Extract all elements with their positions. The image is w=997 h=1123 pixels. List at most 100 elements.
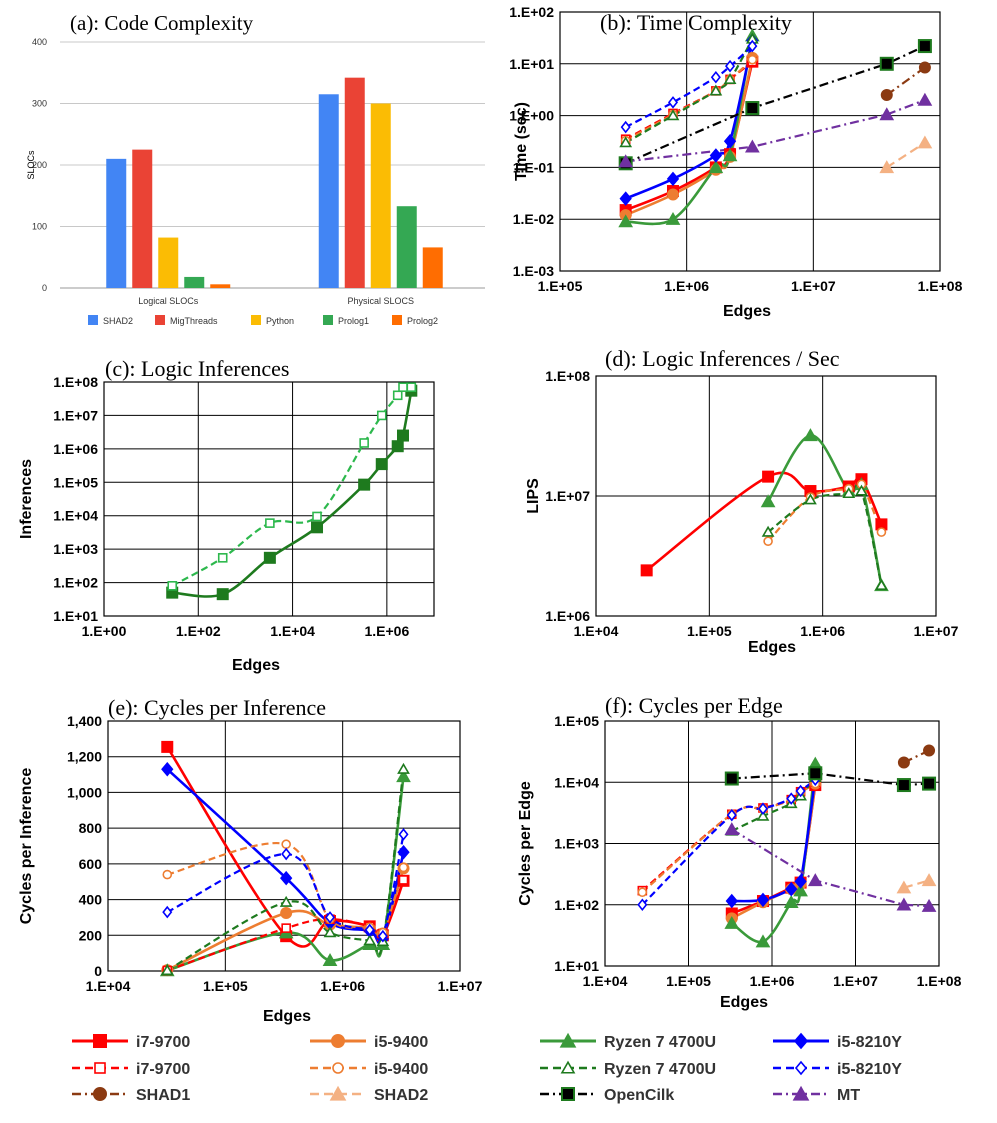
- legend-label: i7-9700: [136, 1061, 190, 1078]
- legend-label: Ryzen 7 4700U: [604, 1034, 716, 1051]
- data-point: [280, 906, 293, 919]
- chart-title: (d): Logic Inferences / Sec: [605, 346, 840, 371]
- legend: i7-9700 i5-9400 Ryzen 7 4700U i5-8210Y i7-97…: [72, 1032, 902, 1104]
- data-point: [666, 109, 680, 121]
- legend-label: Ryzen 7 4700U: [604, 1061, 716, 1078]
- data-point: [619, 136, 633, 148]
- legend-marker: [94, 1062, 106, 1074]
- data-point: [785, 881, 798, 897]
- legend-label: OpenCilk: [604, 1087, 674, 1104]
- data-point: [744, 139, 760, 153]
- data-point: [724, 822, 740, 836]
- data-point: [879, 56, 894, 71]
- data-point: [217, 553, 228, 563]
- data-point: [618, 154, 634, 168]
- series-line: [166, 769, 405, 971]
- data-point: [918, 61, 931, 74]
- data-point: [756, 809, 770, 821]
- x-tick-label: 1.E+04: [86, 978, 131, 994]
- data-point: [880, 88, 893, 101]
- y-tick-label: 1.E+05: [53, 474, 98, 490]
- y-tick-label: 0: [42, 283, 47, 293]
- data-point: [917, 39, 932, 54]
- series-line: [731, 772, 930, 787]
- y-tick-label: 0: [94, 963, 102, 979]
- data-point: [619, 191, 632, 206]
- bar: [422, 247, 443, 288]
- series-layer: [171, 385, 413, 598]
- bar: [158, 237, 179, 288]
- legend-label: SHAD2: [374, 1087, 428, 1104]
- legend-marker: [794, 1060, 808, 1076]
- y-tick-label: 1.E+05: [554, 713, 599, 729]
- x-tick-label: 1.E+05: [538, 278, 583, 294]
- data-point: [398, 862, 409, 873]
- data-point: [398, 828, 409, 841]
- y-axis-label: Cycles per Inference: [18, 768, 35, 925]
- data-point: [377, 929, 388, 943]
- legend-swatch: [88, 315, 98, 325]
- data-point: [896, 880, 912, 894]
- data-point: [376, 410, 387, 421]
- x-tick-label: 1.E+04: [574, 623, 619, 639]
- data-point: [757, 802, 769, 815]
- x-axis-label: Edges: [263, 1008, 311, 1025]
- data-point: [708, 160, 724, 174]
- y-tick-label: 1.E+01: [554, 958, 599, 974]
- y-tick-label: 1,000: [67, 784, 102, 800]
- x-tick-label: Physical SLOCS: [347, 296, 414, 306]
- x-tick-label: 1.E+07: [438, 978, 483, 994]
- data-point: [747, 54, 758, 65]
- data-point: [162, 869, 173, 880]
- y-tick-label: 1,400: [67, 713, 102, 729]
- y-tick-label: 400: [32, 37, 47, 47]
- chart-f: 1.E+04 1.E+05 1.E+06 1.E+07 1.E+081.E+011.E+…: [517, 693, 962, 1011]
- data-point: [396, 769, 411, 783]
- legend-marker: [332, 1062, 344, 1074]
- x-tick-label: 1.E+07: [914, 623, 959, 639]
- data-point: [666, 171, 680, 187]
- data-point: [666, 188, 679, 201]
- data-point: [618, 214, 634, 228]
- data-point: [640, 564, 653, 577]
- data-point: [216, 588, 229, 601]
- data-point: [406, 382, 417, 392]
- series-line: [625, 98, 926, 163]
- data-point: [667, 96, 679, 109]
- data-point: [876, 527, 887, 537]
- x-tick-label: 1.E+00: [82, 623, 127, 639]
- data-point: [280, 870, 293, 886]
- y-tick-label: 100: [32, 222, 47, 232]
- bar: [106, 158, 127, 288]
- y-tick-label: 1.E+07: [53, 407, 98, 423]
- data-point: [161, 740, 174, 753]
- series-line: [166, 879, 405, 971]
- x-tick-label: 1.E+02: [176, 623, 221, 639]
- x-axis-label: Edges: [723, 303, 771, 320]
- data-point: [358, 478, 371, 491]
- series-line: [172, 390, 413, 598]
- legend-label: SHAD1: [136, 1087, 190, 1104]
- series-line: [766, 434, 883, 586]
- data-point: [398, 875, 409, 885]
- bar: [370, 103, 391, 288]
- x-tick-label: 1.E+07: [833, 973, 878, 989]
- data-point: [922, 776, 937, 791]
- data-point: [725, 59, 736, 73]
- data-point: [879, 107, 895, 121]
- data-point: [725, 893, 738, 909]
- y-tick-label: 1.E+06: [53, 441, 98, 457]
- data-point: [637, 898, 648, 912]
- data-point: [756, 892, 770, 908]
- data-point: [311, 521, 324, 534]
- data-point: [375, 458, 388, 471]
- legend-marker: [561, 1087, 575, 1101]
- legend-swatch: [251, 315, 261, 325]
- x-axis-label: Edges: [232, 657, 280, 674]
- data-point: [808, 766, 823, 781]
- data-point: [804, 493, 817, 505]
- data-point: [162, 905, 173, 919]
- data-point: [359, 438, 369, 448]
- data-point: [397, 844, 410, 860]
- data-point: [167, 581, 178, 591]
